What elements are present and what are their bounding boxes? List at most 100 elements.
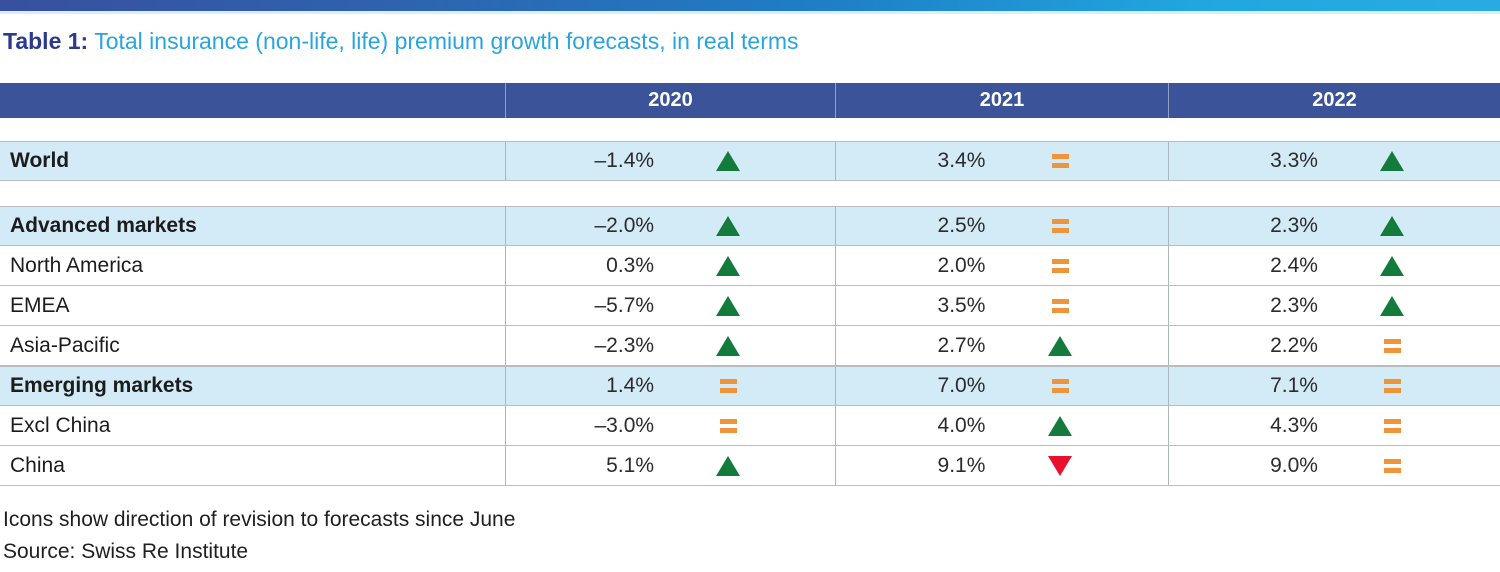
unchanged-revision-icon — [1383, 379, 1401, 393]
cell-value: –2.3% — [594, 333, 655, 357]
icons-legend-note: Icons show direction of revision to fore… — [3, 508, 516, 531]
row-label: Excl China — [10, 413, 111, 437]
table-body: World –1.4% 3.4% 3.3% Advanced markets –2.0% 2… — [0, 141, 1500, 486]
forecast-table: 2020 2021 2022 World –1.4% 3.4% 3.3% Advance… — [0, 83, 1500, 486]
cell-value: 2.0% — [937, 253, 986, 277]
row-label: Emerging markets — [10, 374, 194, 397]
revision-icon-box — [654, 216, 802, 236]
revision-icon-box — [1318, 379, 1467, 393]
value-cell: –2.0% — [505, 207, 835, 245]
revision-icon-box — [654, 379, 802, 393]
value-cell: 2.5% — [835, 207, 1168, 245]
revision-icon-box — [985, 219, 1134, 233]
table-title-prefix: Table 1: — [3, 28, 89, 54]
revision-icon-box — [654, 295, 802, 316]
value-cell: 3.3% — [1168, 142, 1500, 180]
row-label: North America — [10, 253, 144, 277]
upward-revision-icon — [1380, 151, 1405, 171]
value-cell: –1.4% — [505, 142, 835, 180]
source-note: Source: Swiss Re Institute — [3, 540, 249, 563]
revision-icon-box — [654, 418, 802, 433]
revision-icon-box — [985, 415, 1134, 436]
table-row: World –1.4% 3.4% 3.3% — [0, 141, 1500, 181]
cell-value: –1.4% — [594, 149, 655, 172]
value-cell: 9.1% — [835, 446, 1168, 485]
revision-icon-box — [654, 151, 802, 171]
value-cell: 1.4% — [505, 367, 835, 405]
cell-value: 4.0% — [937, 413, 986, 437]
value-cell: 2.3% — [1168, 286, 1500, 325]
upward-revision-icon — [716, 455, 741, 476]
cell-value: 2.3% — [1270, 293, 1318, 317]
unchanged-revision-icon — [719, 418, 737, 433]
table-row: Advanced markets –2.0% 2.5% 2.3% — [0, 206, 1500, 246]
row-label: World — [10, 149, 70, 172]
revision-icon-box — [1318, 295, 1467, 316]
revision-icon-box — [1318, 216, 1467, 236]
cell-value: –5.7% — [594, 293, 655, 317]
cell-value: 2.2% — [1270, 333, 1318, 357]
revision-icon-box — [985, 335, 1134, 356]
cell-value: 9.1% — [937, 453, 986, 477]
revision-icon-box — [654, 335, 802, 356]
value-cell: 2.3% — [1168, 207, 1500, 245]
upward-revision-icon — [716, 151, 741, 171]
table-header-row: 2020 2021 2022 — [0, 83, 1500, 118]
cell-value: 7.0% — [937, 374, 986, 397]
cell-value: 3.4% — [937, 149, 986, 172]
table-footnotes: Icons show direction of revision to fore… — [3, 504, 1500, 568]
revision-icon-box — [654, 255, 802, 276]
cell-value: 7.1% — [1270, 374, 1318, 397]
header-cell-2021: 2021 — [835, 83, 1168, 118]
upward-revision-icon — [716, 335, 741, 356]
value-cell: 4.3% — [1168, 406, 1500, 445]
header-cell-empty — [0, 83, 505, 118]
revision-icon-box — [1318, 255, 1467, 276]
revision-icon-box — [985, 455, 1134, 476]
value-cell: 5.1% — [505, 446, 835, 485]
table-title: Table 1: Total insurance (non-life, life… — [3, 26, 1500, 56]
upward-revision-icon — [1380, 295, 1405, 316]
cell-value: 4.3% — [1270, 413, 1318, 437]
upward-revision-icon — [1380, 216, 1405, 236]
value-cell: 9.0% — [1168, 446, 1500, 485]
value-cell: 7.0% — [835, 367, 1168, 405]
table-title-text: Total insurance (non-life, life) premium… — [88, 28, 799, 54]
revision-icon-box — [1318, 338, 1467, 353]
revision-icon-box — [985, 379, 1134, 393]
value-cell: 4.0% — [835, 406, 1168, 445]
row-label: EMEA — [10, 293, 70, 317]
revision-icon-box — [1318, 458, 1467, 473]
table-row: Excl China –3.0% 4.0% 4.3% — [0, 406, 1500, 446]
revision-icon-box — [985, 298, 1134, 313]
table-row: Emerging markets 1.4% 7.0% 7.1% — [0, 366, 1500, 406]
table-row: China 5.1% 9.1% 9.0% — [0, 446, 1500, 486]
upward-revision-icon — [1380, 255, 1405, 276]
top-accent-bar — [0, 0, 1500, 14]
unchanged-revision-icon — [1051, 379, 1069, 393]
unchanged-revision-icon — [1051, 298, 1069, 313]
revision-icon-box — [1318, 418, 1467, 433]
upward-revision-icon — [1048, 335, 1073, 356]
row-label: China — [10, 453, 65, 477]
unchanged-revision-icon — [1383, 338, 1401, 353]
value-cell: –5.7% — [505, 286, 835, 325]
upward-revision-icon — [716, 216, 741, 236]
value-cell: 2.4% — [1168, 246, 1500, 285]
unchanged-revision-icon — [1383, 418, 1401, 433]
row-label: Asia-Pacific — [10, 333, 120, 357]
cell-value: 2.5% — [937, 214, 986, 237]
value-cell: 2.2% — [1168, 326, 1500, 365]
cell-value: –2.0% — [594, 214, 655, 237]
header-cell-2022: 2022 — [1168, 83, 1500, 118]
unchanged-revision-icon — [1383, 458, 1401, 473]
value-cell: 0.3% — [505, 246, 835, 285]
table-row: EMEA –5.7% 3.5% 2.3% — [0, 286, 1500, 326]
value-cell: 2.0% — [835, 246, 1168, 285]
value-cell: –2.3% — [505, 326, 835, 365]
unchanged-revision-icon — [1051, 154, 1069, 168]
unchanged-revision-icon — [1051, 219, 1069, 233]
cell-value: 3.5% — [937, 293, 986, 317]
row-label: Advanced markets — [10, 214, 197, 237]
revision-icon-box — [654, 455, 802, 476]
